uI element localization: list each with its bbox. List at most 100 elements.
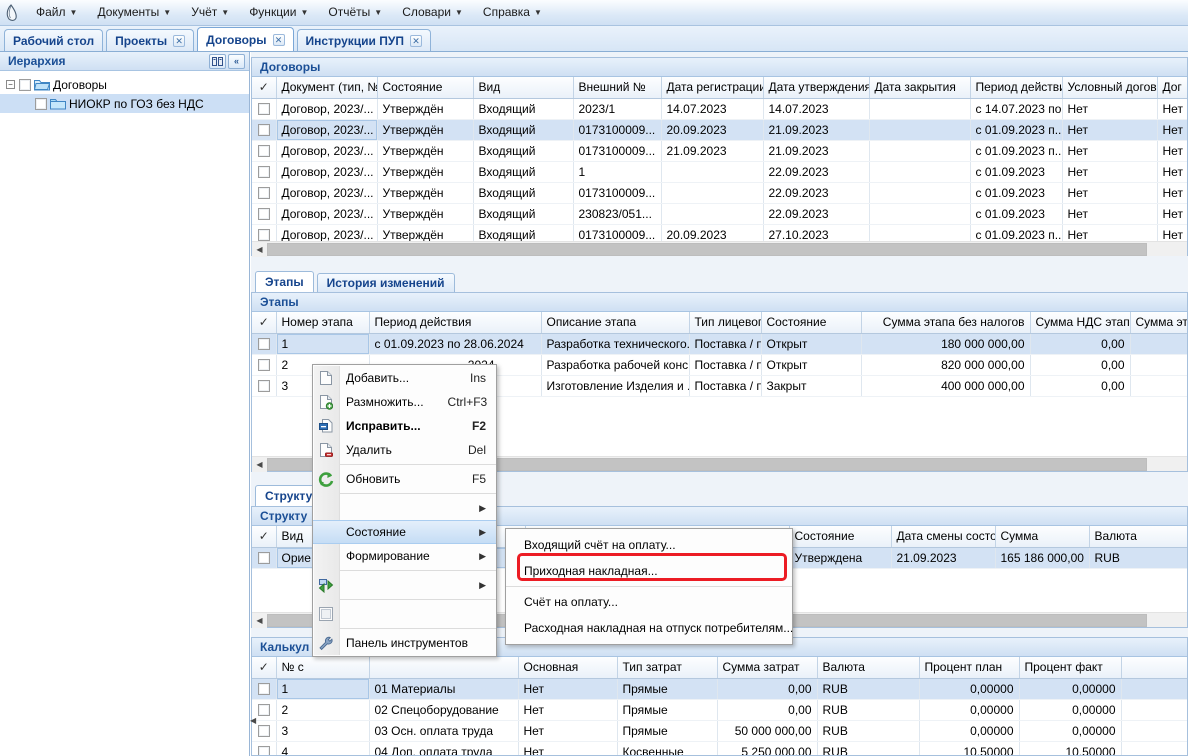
calc-scroll-left-icon[interactable]: ◀	[250, 716, 257, 725]
menu-file[interactable]: Файл ▼	[27, 1, 86, 24]
check-all-icon[interactable]: ✓	[258, 80, 269, 95]
row-checkbox[interactable]	[257, 166, 270, 179]
menu-item-view[interactable]: Формирование ▶	[313, 544, 496, 568]
table-row[interactable]: Договор, 2023/... Утверждён Входящий 2023/1…	[252, 98, 1187, 120]
menu-functions[interactable]: Функции ▼	[240, 1, 317, 24]
row-checkbox[interactable]	[257, 380, 270, 393]
row-checkbox[interactable]	[257, 552, 270, 565]
scroll-left-icon[interactable]: ◀	[252, 241, 267, 257]
row-checkbox-cell[interactable]	[252, 161, 277, 183]
menu-reports[interactable]: Отчёты ▼	[319, 1, 391, 24]
menu-item-formation[interactable]: Состояние ▶	[313, 520, 496, 544]
submenu-item-goods-receipt-note[interactable]: Приходная накладная...	[506, 558, 792, 584]
calc-col-percent-fact[interactable]: Процент факт	[1019, 657, 1122, 679]
tab-contracts[interactable]: Договоры ✕	[197, 27, 294, 51]
row-checkbox-cell[interactable]	[252, 720, 277, 742]
row-checkbox-cell[interactable]	[252, 741, 277, 755]
row-checkbox-cell[interactable]	[252, 678, 277, 700]
stages-col-check[interactable]: ✓	[252, 312, 277, 334]
calc-col-percent-plan[interactable]: Процент план	[919, 657, 1020, 679]
stages-col-period[interactable]: Период действия	[369, 312, 542, 334]
row-checkbox-cell[interactable]	[252, 182, 277, 204]
tab-projects[interactable]: Проекты ✕	[106, 29, 195, 51]
table-row[interactable]: 4 04 Доп. оплата труда Нет Косвенные 5 250 0…	[252, 741, 1187, 755]
menu-item-delete[interactable]: Удалить Del	[313, 438, 496, 462]
close-icon[interactable]: ✕	[272, 33, 285, 46]
menu-help[interactable]: Справка ▼	[474, 1, 551, 24]
table-row[interactable]: Договор, 2023/... Утверждён Входящий 017310…	[252, 224, 1187, 241]
structure-col-sum[interactable]: Сумма	[995, 526, 1090, 548]
contracts-col-closing-date[interactable]: Дата закрытия	[869, 77, 971, 99]
menu-item-duplicate[interactable]: Размножить... Ctrl+F3	[313, 390, 496, 414]
row-checkbox-cell[interactable]	[252, 203, 277, 225]
stages-col-account-type[interactable]: Тип лицевого счёт	[689, 312, 762, 334]
row-checkbox[interactable]	[257, 746, 270, 755]
submenu-item-outgoing-note[interactable]: Расходная накладная на отпуск потребител…	[506, 615, 793, 641]
table-row[interactable]: Договор, 2023/... Утверждён Входящий 230823…	[252, 203, 1187, 225]
row-checkbox[interactable]	[257, 725, 270, 738]
stages-col-sum-vat[interactable]: Сумма НДС этапа	[1030, 312, 1131, 334]
row-checkbox-cell[interactable]	[252, 547, 277, 569]
scrollbar-thumb[interactable]	[267, 242, 1147, 256]
contracts-col-state[interactable]: Состояние	[377, 77, 474, 99]
row-checkbox[interactable]	[257, 103, 270, 116]
contracts-col-check[interactable]: ✓	[252, 77, 277, 99]
row-checkbox-cell[interactable]	[252, 140, 277, 162]
contracts-col-registration-date[interactable]: Дата регистрации.	[661, 77, 764, 99]
calc-col-currency[interactable]: Валюта	[817, 657, 920, 679]
row-checkbox[interactable]	[257, 683, 270, 696]
structure-col-state[interactable]: Состояние	[789, 526, 892, 548]
contracts-col-extra[interactable]: Дог	[1157, 77, 1187, 99]
menu-item-edit[interactable]: Исправить... F2	[313, 414, 496, 438]
row-checkbox[interactable]	[257, 145, 270, 158]
menu-item-settings[interactable]: Панель инструментов	[313, 631, 496, 655]
contracts-col-approval-date[interactable]: Дата утверждения	[763, 77, 870, 99]
row-checkbox[interactable]	[257, 124, 270, 137]
find-icon[interactable]	[209, 53, 226, 69]
table-row[interactable]: Договор, 2023/... Утверждён Входящий 017310…	[252, 140, 1187, 162]
row-checkbox[interactable]	[257, 187, 270, 200]
calc-col-check[interactable]: ✓	[252, 657, 277, 679]
table-row[interactable]: Договор, 2023/... Утверждён Входящий 017310…	[252, 182, 1187, 204]
row-checkbox[interactable]	[257, 359, 270, 372]
contracts-col-external-number[interactable]: Внешний №	[573, 77, 662, 99]
calc-col-main[interactable]: Основная	[518, 657, 618, 679]
stages-col-state[interactable]: Состояние	[761, 312, 862, 334]
close-icon[interactable]: ✕	[409, 34, 422, 47]
stages-col-number[interactable]: Номер этапа	[276, 312, 370, 334]
tree-checkbox[interactable]	[19, 78, 31, 91]
menu-item-state[interactable]: ▶	[313, 496, 496, 520]
tab-instructions[interactable]: Инструкции ПУП ✕	[296, 29, 431, 51]
row-checkbox[interactable]	[257, 208, 270, 221]
row-checkbox-cell[interactable]	[252, 375, 277, 397]
tab-stages[interactable]: Этапы	[255, 271, 314, 292]
tree-node-contracts[interactable]: − Договоры	[0, 75, 249, 94]
menu-item-exchange[interactable]: ▶	[313, 573, 496, 597]
menu-documents[interactable]: Документы ▼	[88, 1, 180, 24]
stages-col-sum-total[interactable]: Сумма эт	[1130, 312, 1187, 334]
calc-col-item[interactable]	[369, 657, 519, 679]
submenu-item-incoming-invoice[interactable]: Входящий счёт на оплату...	[506, 532, 792, 558]
check-all-icon[interactable]: ✓	[258, 660, 269, 675]
tab-desktop[interactable]: Рабочий стол	[4, 29, 104, 51]
structure-col-check[interactable]: ✓	[252, 526, 277, 548]
contracts-col-document[interactable]: Документ (тип, №	[276, 77, 378, 99]
calc-col-cost-sum[interactable]: Сумма затрат	[717, 657, 818, 679]
row-checkbox-cell[interactable]	[252, 119, 277, 141]
submenu-item-payment-invoice[interactable]: Счёт на оплату...	[506, 589, 792, 615]
check-all-icon[interactable]: ✓	[258, 529, 269, 544]
menu-accounting[interactable]: Учёт ▼	[182, 1, 238, 24]
table-row[interactable]: 3 03 Осн. оплата труда Нет Прямые 50 000 000…	[252, 720, 1187, 742]
table-row[interactable]: 2 02 Спецоборудование Нет Прямые 0,00 RUB 0,00…	[252, 699, 1187, 721]
tree-checkbox[interactable]	[35, 97, 47, 110]
menu-item-refresh[interactable]: Обновить F5	[313, 467, 496, 491]
scroll-left-icon[interactable]: ◀	[252, 456, 267, 472]
tab-structure[interactable]: Структу	[255, 485, 323, 506]
row-checkbox[interactable]	[257, 338, 270, 351]
scroll-left-icon[interactable]: ◀	[252, 612, 267, 628]
row-checkbox-cell[interactable]	[252, 699, 277, 721]
contracts-col-kind[interactable]: Вид	[473, 77, 574, 99]
row-checkbox[interactable]	[257, 229, 270, 241]
structure-col-state-change-date[interactable]: Дата смены состоя	[891, 526, 996, 548]
